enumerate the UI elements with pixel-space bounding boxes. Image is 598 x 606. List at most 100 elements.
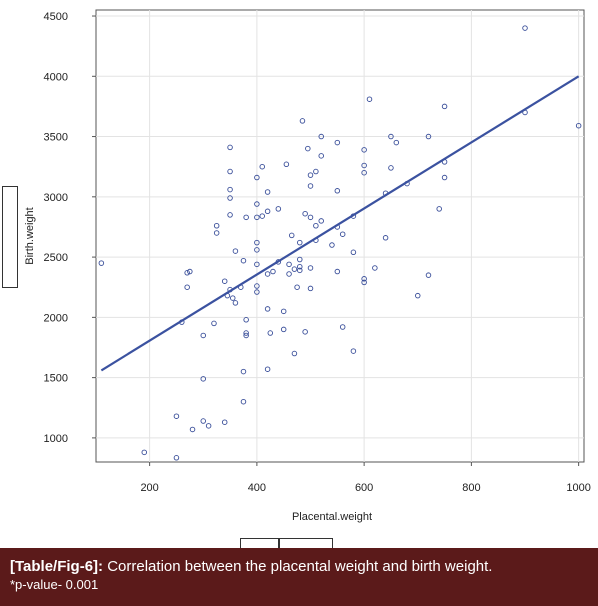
data-point <box>288 232 295 239</box>
data-point <box>254 289 260 295</box>
data-point <box>184 270 190 276</box>
data-point <box>240 398 247 405</box>
data-point <box>361 147 367 153</box>
data-point <box>393 139 400 146</box>
data-point <box>280 326 287 333</box>
caption-tag: [Table/Fig-6]: <box>10 558 104 575</box>
data-point <box>286 261 292 268</box>
x-tick-label: 200 <box>140 482 158 494</box>
x-tick-label: 800 <box>462 482 480 494</box>
x-axis-title: Placental.weight <box>292 511 372 523</box>
data-point <box>141 449 148 456</box>
caption-note: *p-value- 0.001 <box>10 577 99 592</box>
x-tick-label: 400 <box>248 482 266 494</box>
data-point <box>307 183 314 189</box>
data-point <box>254 214 260 221</box>
data-point <box>307 285 314 292</box>
chart-svg: 200 400 600 800 1000 1000 1500 2000 2500 3000 350… <box>24 9 591 523</box>
data-point <box>98 260 105 266</box>
data-point <box>254 247 260 253</box>
data-point <box>227 186 233 193</box>
data-point <box>254 261 260 268</box>
data-point <box>275 206 282 212</box>
scatter-chart: 200 400 600 800 1000 1000 1500 2000 2500 3000 350… <box>24 9 591 523</box>
data-point <box>200 418 207 424</box>
data-point <box>425 133 432 140</box>
caption-line: [Table/Fig-6]: Correlation between the p… <box>10 558 588 576</box>
data-point <box>334 268 341 275</box>
data-point <box>441 174 448 181</box>
data-point <box>184 284 190 290</box>
data-point <box>283 161 290 168</box>
data-point <box>388 133 394 140</box>
data-point <box>243 332 249 339</box>
data-point <box>361 276 367 282</box>
data-point <box>221 278 228 284</box>
data-point <box>264 208 271 215</box>
data-point <box>297 263 303 270</box>
data-point <box>441 103 448 110</box>
plot-frame <box>95 9 585 463</box>
data-point <box>229 295 236 301</box>
left-frame-box <box>2 186 18 288</box>
data-point <box>221 419 228 425</box>
data-point <box>307 172 314 178</box>
data-point <box>334 139 341 146</box>
data-point <box>361 169 367 176</box>
data-point <box>264 366 271 372</box>
data-point <box>232 300 239 306</box>
data-point <box>329 242 335 248</box>
data-point <box>254 283 260 289</box>
data-point <box>415 292 421 299</box>
data-point <box>297 256 303 263</box>
data-point <box>227 168 233 175</box>
data-point <box>173 455 180 461</box>
data-point <box>227 212 233 218</box>
data-point <box>372 265 378 271</box>
y-axis-ticks: 1000 1500 2000 2500 3000 3500 4000 4500 <box>44 11 96 445</box>
data-point <box>280 308 287 315</box>
data-point <box>366 96 373 102</box>
data-point <box>254 174 260 181</box>
data-point <box>297 239 303 246</box>
y-tick-label: 2000 <box>44 312 68 324</box>
data-point <box>211 320 217 327</box>
data-point <box>382 235 389 241</box>
y-axis-title: Birth.weight <box>24 207 36 264</box>
data-point <box>240 257 247 264</box>
data-point <box>200 376 207 382</box>
data-point <box>243 317 249 323</box>
data-point <box>232 248 239 254</box>
regression-line-group <box>100 75 580 372</box>
data-point <box>189 426 196 433</box>
data-point <box>270 268 276 275</box>
data-point <box>286 271 292 277</box>
data-point <box>318 153 324 159</box>
data-point <box>227 195 233 201</box>
caption-text: Correlation between the placental weight… <box>107 558 493 575</box>
data-point <box>339 231 346 237</box>
grid-lines <box>96 10 584 462</box>
regression-line <box>100 75 580 372</box>
data-point <box>264 306 271 312</box>
data-point <box>318 133 324 140</box>
data-point <box>522 25 528 31</box>
y-tick-label: 4500 <box>44 11 68 23</box>
y-tick-label: 4000 <box>44 71 68 83</box>
data-point <box>254 239 260 246</box>
data-point <box>291 266 298 272</box>
data-point <box>264 189 271 195</box>
data-point <box>213 230 220 236</box>
data-point <box>299 118 306 124</box>
data-point <box>575 122 582 129</box>
data-point <box>205 423 212 429</box>
data-point <box>213 223 220 229</box>
data-point <box>313 168 319 175</box>
data-point <box>388 165 394 171</box>
y-tick-label: 2500 <box>44 252 68 264</box>
data-point <box>259 213 265 219</box>
data-point <box>361 162 367 169</box>
data-point <box>313 223 319 229</box>
data-point <box>291 350 298 357</box>
data-point <box>361 279 367 286</box>
